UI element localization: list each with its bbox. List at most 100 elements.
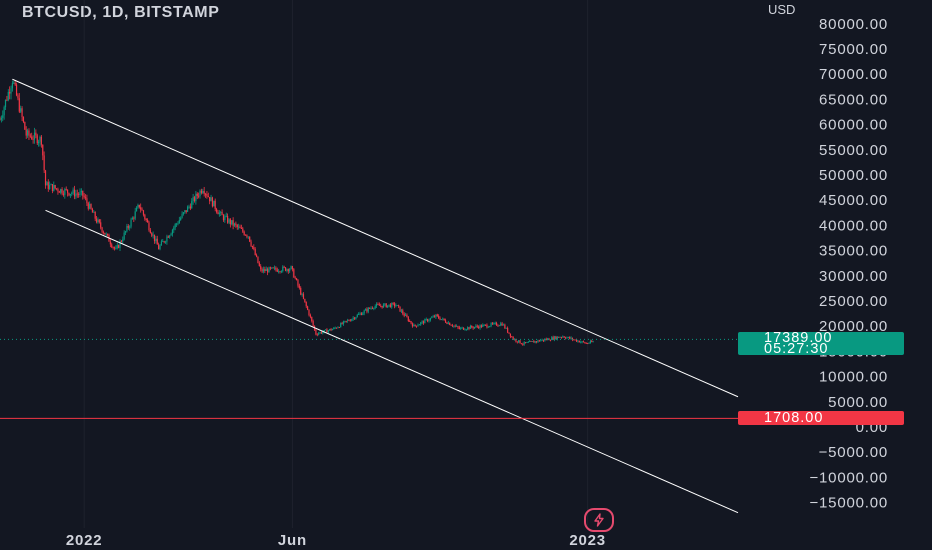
candle-body — [326, 329, 328, 333]
candle-body — [202, 191, 204, 193]
candle-body — [460, 327, 462, 329]
candle-body — [104, 232, 106, 235]
candle-body — [454, 325, 456, 327]
candle-body — [250, 241, 252, 246]
candle-body — [556, 336, 558, 340]
candle-body — [473, 326, 476, 329]
candle-body — [406, 314, 408, 318]
y-tick-label: 10000.00 — [819, 369, 888, 386]
candle-body — [516, 341, 518, 343]
candle-body — [185, 210, 187, 212]
candle-body — [323, 329, 325, 332]
candle-body — [239, 226, 241, 229]
candle-body — [360, 313, 363, 315]
price-axis: 80000.00 75000.00 70000.00 65000.00 60000.00… — [809, 16, 888, 512]
candle-body — [279, 271, 281, 273]
candle-body — [158, 244, 160, 250]
candle-body — [267, 269, 269, 273]
candle-body — [502, 324, 505, 326]
candle-body — [324, 329, 327, 331]
candle-body — [86, 198, 88, 204]
candle-body — [526, 342, 528, 343]
candle-body — [300, 287, 302, 295]
y-tick-label: 5000.00 — [828, 394, 888, 411]
y-tick-label: 50000.00 — [819, 167, 888, 184]
candle-body — [457, 326, 459, 328]
candle-body — [235, 223, 237, 225]
candle-body — [229, 219, 231, 225]
candle-body — [98, 219, 100, 223]
candle-body — [461, 327, 463, 329]
candle-body — [424, 319, 426, 324]
candle-body — [511, 336, 513, 338]
candle-body — [352, 317, 354, 320]
candle-body — [353, 317, 356, 319]
candle-body — [355, 317, 357, 319]
candle-body — [54, 185, 56, 189]
candle-body — [127, 226, 129, 228]
candle-body — [255, 255, 258, 257]
candle-body — [396, 305, 398, 306]
candle-body — [489, 326, 491, 327]
candle-body — [402, 310, 404, 314]
candle-body — [262, 269, 265, 272]
candle-body — [486, 324, 488, 328]
candle-body — [483, 324, 485, 326]
candle-body — [530, 341, 532, 342]
candle-body — [33, 132, 36, 140]
candle-body — [28, 130, 30, 136]
candle-body — [580, 341, 582, 343]
candle-body — [421, 321, 423, 323]
candle-body — [307, 306, 309, 310]
candle-body — [515, 339, 517, 342]
candle-body — [236, 224, 238, 227]
candle-body — [15, 84, 18, 96]
candle-body — [159, 245, 161, 250]
candle-body — [227, 215, 229, 223]
candle-body — [287, 269, 289, 272]
candle-body — [391, 303, 393, 308]
candle-body — [233, 223, 236, 226]
candle-body — [152, 234, 154, 236]
candle-body — [560, 337, 563, 339]
replay-button[interactable] — [584, 508, 614, 532]
candle-body — [329, 329, 331, 331]
time-axis: 2022 Jun 2023 — [66, 532, 605, 549]
candle-body — [60, 189, 62, 193]
candle-body — [494, 322, 496, 324]
alert-price-tag[interactable]: 1708.00 — [738, 411, 904, 425]
candle-body — [567, 336, 569, 338]
y-tick-label: 65000.00 — [819, 91, 888, 108]
candle-body — [587, 343, 589, 345]
candle-body — [507, 327, 509, 333]
candle-body — [471, 325, 473, 328]
candle-body — [211, 197, 214, 207]
candle-body — [513, 339, 516, 340]
candle-body — [282, 266, 284, 272]
candle-body — [569, 336, 571, 339]
candle-body — [62, 193, 65, 195]
candle-body — [102, 231, 105, 233]
candle-body — [177, 223, 179, 225]
candle-body — [213, 200, 215, 207]
candle-body — [320, 332, 323, 334]
candle-body — [555, 336, 557, 340]
candle-body — [142, 210, 145, 215]
y-tick-label: 80000.00 — [819, 16, 888, 33]
candle-body — [446, 322, 448, 324]
candle-body — [171, 229, 174, 234]
candle-body — [527, 341, 529, 343]
candle-body — [191, 201, 193, 209]
candle-body — [246, 235, 248, 237]
candle-body — [451, 325, 454, 327]
candle-body — [94, 211, 96, 219]
candle-body — [404, 314, 407, 316]
bar-countdown: 05:27:30 — [764, 341, 829, 357]
candle-body — [545, 339, 547, 340]
candle-body — [447, 322, 449, 324]
candle-body — [409, 321, 411, 322]
candle-body — [547, 338, 549, 340]
last-price-tag: 17389.00 05:27:30 — [738, 331, 904, 357]
y-tick-label: −15000.00 — [809, 495, 888, 512]
